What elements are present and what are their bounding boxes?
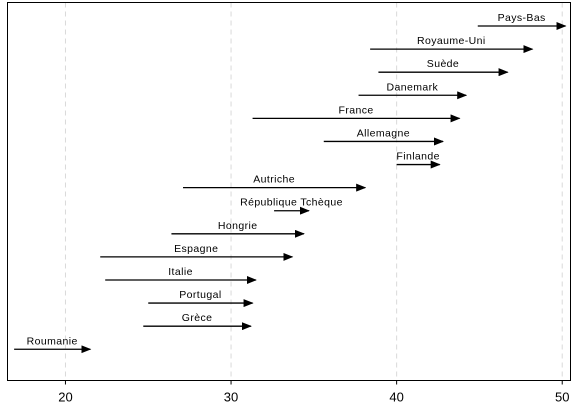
category-label: République Tchèque — [240, 197, 343, 209]
category-label: Grèce — [182, 312, 213, 324]
arrow-row: Autriche — [183, 174, 367, 192]
category-label: Danemark — [387, 81, 439, 93]
arrow-row: Pays-Bas — [477, 12, 567, 30]
arrow-row: Espagne — [100, 243, 294, 261]
arrow-row: République Tchèque — [240, 197, 343, 215]
x-tick-label: 50 — [555, 390, 569, 405]
category-label: France — [339, 104, 374, 116]
arrow-row: Italie — [105, 266, 257, 284]
arrow-row: Allemagne — [323, 127, 444, 146]
category-label: Allemagne — [357, 127, 410, 139]
category-label: Italie — [168, 266, 193, 278]
category-label: Autriche — [253, 174, 295, 186]
x-tick-label: 20 — [58, 390, 72, 405]
x-axis-ticks: 20 30 40 50 — [58, 380, 569, 405]
arrow-row: Grèce — [143, 312, 252, 331]
arrow-row: Roumanie — [14, 335, 92, 354]
category-label: Hongrie — [218, 220, 258, 232]
arrow-rows: Pays-Bas Royaume-Uni Suède Danemark France Al… — [14, 12, 567, 354]
arrow-row: Danemark — [358, 81, 468, 100]
arrow-row: Hongrie — [171, 220, 305, 238]
category-label: Royaume-Uni — [417, 35, 486, 47]
category-label: Roumanie — [27, 335, 78, 347]
arrow-row: Portugal — [148, 289, 254, 308]
category-label: Espagne — [174, 243, 218, 255]
arrow-row: France — [252, 104, 461, 123]
grid-layer — [64, 2, 563, 381]
category-label: Finlande — [396, 151, 439, 163]
x-tick-label: 30 — [224, 390, 238, 405]
category-label: Pays-Bas — [498, 12, 546, 24]
arrow-row: Royaume-Uni — [370, 35, 534, 54]
x-tick-label: 40 — [389, 390, 403, 405]
category-label: Suède — [427, 58, 459, 70]
category-label: Portugal — [179, 289, 221, 301]
arrow-row: Finlande — [396, 151, 441, 169]
plot-frame — [7, 2, 571, 381]
arrow-row: Suède — [378, 58, 509, 77]
